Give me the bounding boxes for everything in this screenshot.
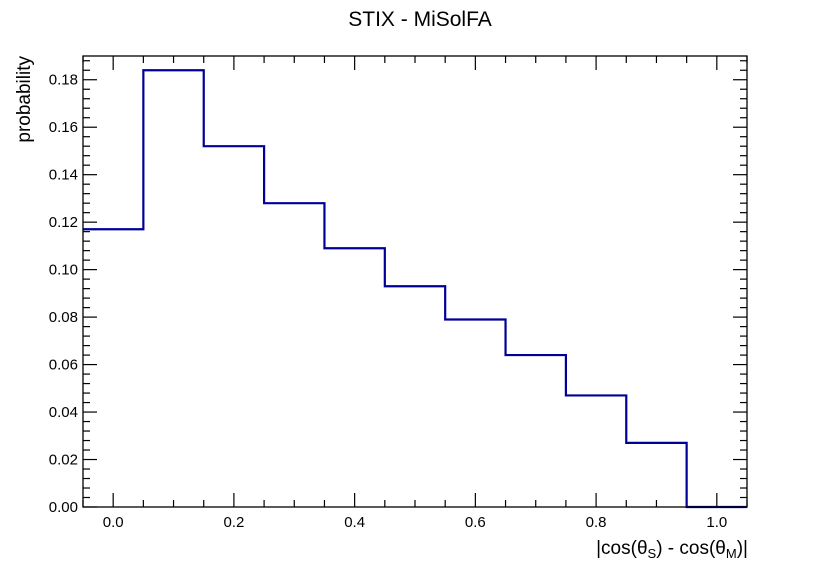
x-axis-title: |cos(θS) - cos(θM)|: [596, 538, 748, 561]
y-tick-label: 0.14: [49, 167, 78, 184]
y-tick-label: 0.16: [49, 119, 78, 136]
y-tick-label: 0.10: [49, 262, 78, 279]
y-tick-label: 0.18: [49, 72, 78, 89]
x-tick-label: 0.2: [223, 514, 244, 531]
y-tick-label: 0.00: [49, 499, 78, 516]
y-tick-label: 0.12: [49, 214, 78, 231]
plot-frame: [82, 55, 748, 508]
y-tick-label: 0.04: [49, 404, 78, 421]
axis-ticks: [82, 56, 748, 508]
x-tick-label: 0.4: [344, 514, 365, 531]
x-tick-label: 0.0: [103, 514, 124, 531]
chart-title: STIX - MiSolFA: [348, 8, 492, 31]
histogram-series-line: [83, 69, 747, 509]
x-tick-label: 0.6: [465, 514, 486, 531]
y-tick-label: 0.08: [49, 309, 78, 326]
y-axis-title: probability: [14, 56, 35, 143]
x-tick-label: 0.8: [586, 514, 607, 531]
y-tick-label: 0.02: [49, 452, 78, 469]
y-tick-label: 0.06: [49, 357, 78, 374]
x-tick-label: 1.0: [706, 514, 727, 531]
axis-tick-labels: 0.0 0.2 0.4 0.6 0.8 1.0 0.00 0.02 0.04 0.06 0.08 0.…: [49, 72, 727, 531]
